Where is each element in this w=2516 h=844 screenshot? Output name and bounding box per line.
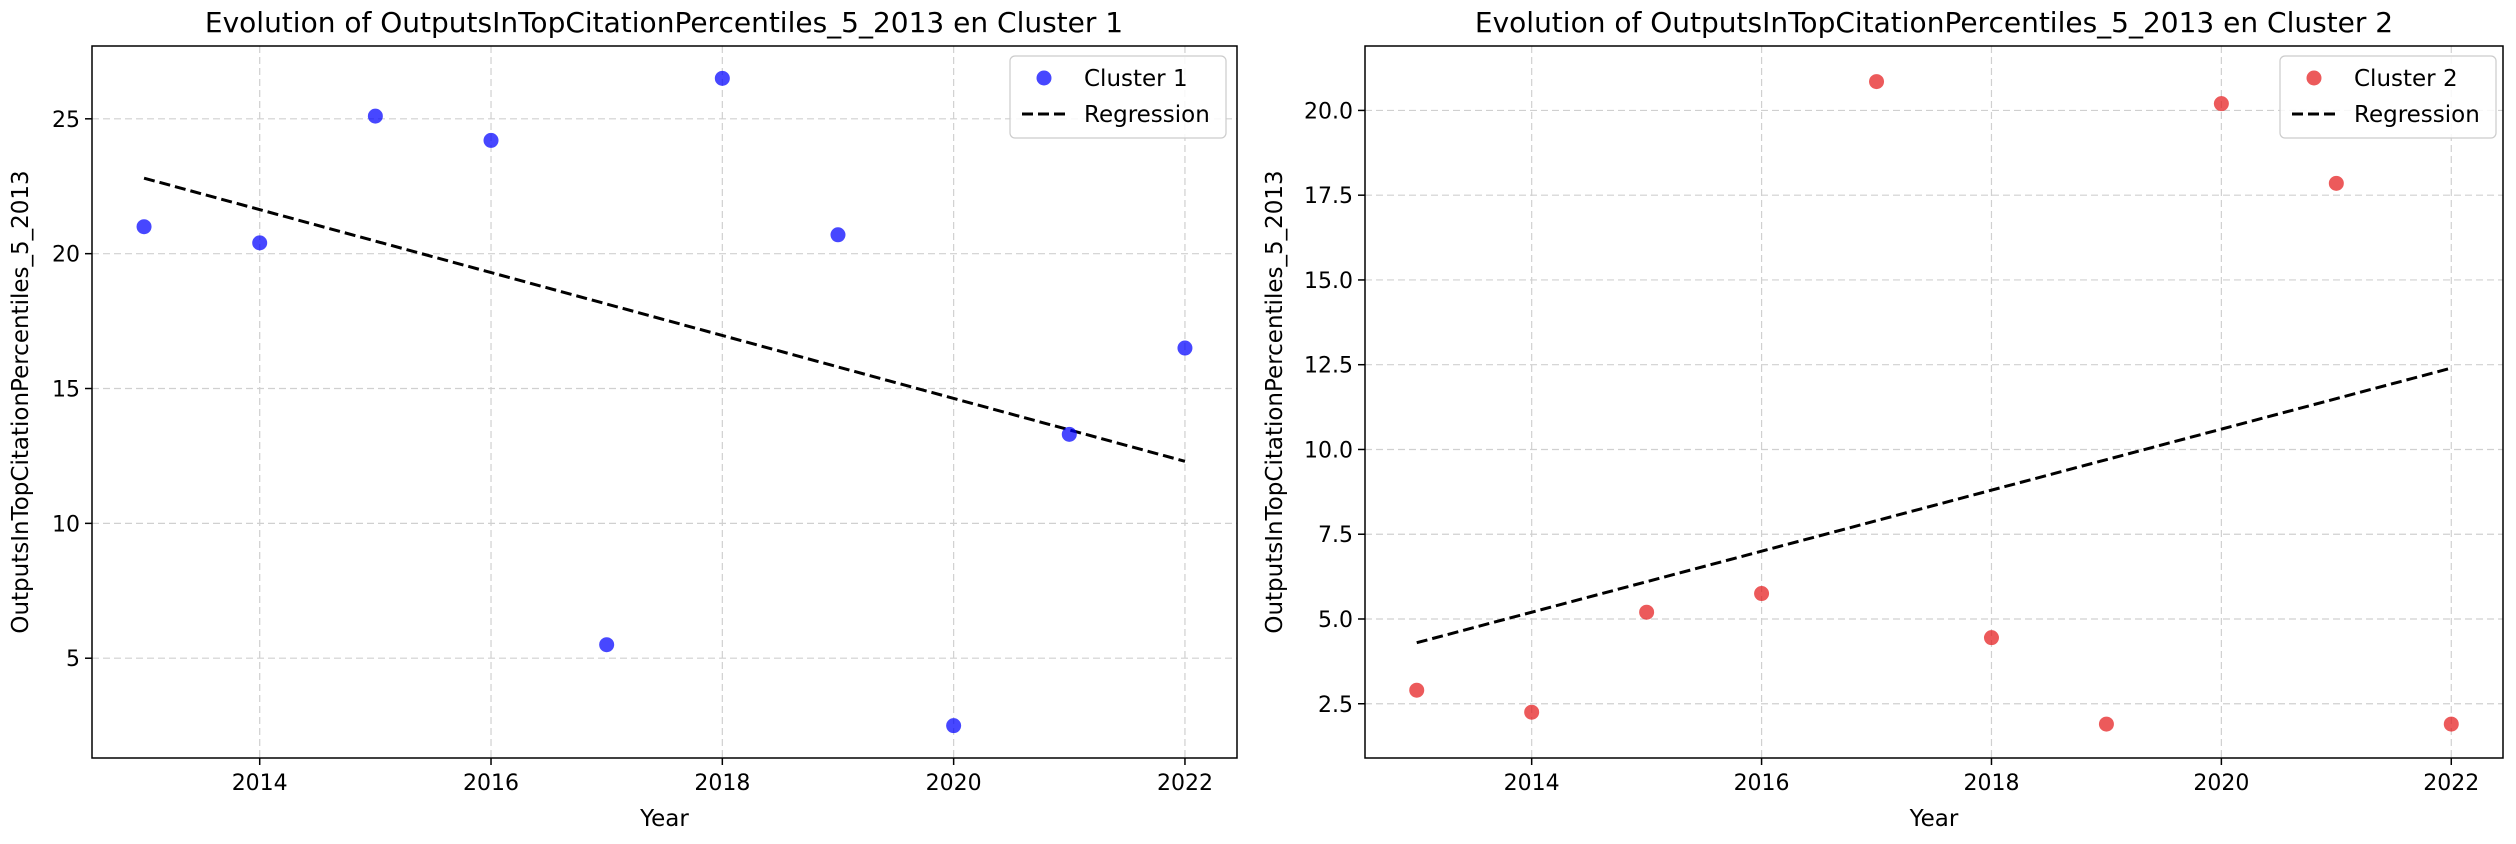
x-axis-label: Year [1909, 806, 1959, 832]
x-tick-label: 2022 [1157, 771, 1213, 796]
legend-box [1009, 55, 1227, 139]
data-point [2328, 175, 2344, 191]
chart-cluster-2: 2014 2016 2018 2020 2022 2.5 5.0 7.5 10.0 12.5 15.… [1262, 6, 2504, 832]
regression-line [143, 176, 1186, 463]
data-point [252, 235, 268, 251]
data-point [1639, 604, 1655, 620]
scatter-points [136, 70, 1193, 734]
data-point [1177, 340, 1193, 356]
legend-label-regression: Regression [2354, 102, 2480, 128]
y-axis-label: OutputsInTopCitationPercentiles_5_2013 [8, 170, 34, 633]
data-point [2098, 716, 2114, 732]
legend: Cluster 2 Regression [2279, 55, 2497, 139]
y-tick-label: 15.0 [1304, 269, 1353, 294]
scatter-points [1409, 74, 2459, 732]
data-point [599, 637, 615, 653]
x-tick-label: 2018 [1963, 771, 2019, 796]
chart-title: Evolution of OutputsInTopCitationPercent… [205, 6, 1123, 39]
legend-label-series: Cluster 1 [1084, 66, 1188, 92]
y-tick-label: 15 [52, 378, 80, 403]
x-ticks: 2014 2016 2018 2020 2022 [1504, 758, 2479, 796]
x-tick-label: 2014 [232, 771, 288, 796]
x-tick-label: 2014 [1504, 771, 1560, 796]
y-tick-label: 10 [52, 512, 80, 537]
data-point [367, 108, 383, 124]
data-point [2443, 716, 2459, 732]
data-point [136, 219, 152, 235]
data-point [1061, 426, 1077, 442]
data-point [483, 132, 499, 148]
data-point [1524, 704, 1540, 720]
legend: Cluster 1 Regression [1009, 55, 1227, 139]
grid [1365, 46, 2503, 758]
data-point [1869, 74, 1885, 90]
chart-title: Evolution of OutputsInTopCitationPercent… [1475, 6, 2393, 39]
legend-label-regression: Regression [1084, 102, 1210, 128]
y-tick-label: 17.5 [1304, 184, 1353, 209]
x-ticks: 2014 2016 2018 2020 2022 [232, 758, 1213, 796]
x-tick-label: 2016 [463, 771, 519, 796]
data-point [946, 718, 962, 734]
y-tick-label: 20.0 [1304, 99, 1353, 124]
x-tick-label: 2018 [694, 771, 750, 796]
data-point [1983, 630, 1999, 646]
axes-frame [91, 45, 1238, 759]
chart-cluster-1: 2014 2016 2018 2020 2022 5 10 15 20 25 Evolution o… [8, 6, 1238, 832]
regression-line [1416, 366, 2452, 645]
y-tick-label: 2.5 [1318, 693, 1353, 718]
x-tick-label: 2016 [1734, 771, 1790, 796]
data-point [1409, 682, 1425, 698]
y-ticks: 2.5 5.0 7.5 10.0 12.5 15.0 17.5 20.0 [1304, 99, 1365, 718]
legend-marker [2306, 70, 2322, 86]
y-tick-label: 25 [52, 108, 80, 133]
y-tick-label: 12.5 [1304, 354, 1353, 379]
y-tick-label: 20 [52, 243, 80, 268]
y-tick-label: 5.0 [1318, 608, 1353, 633]
x-tick-label: 2020 [926, 771, 982, 796]
legend-box [2279, 55, 2497, 139]
x-tick-label: 2020 [2193, 771, 2249, 796]
data-point [2213, 96, 2229, 112]
x-tick-label: 2022 [2423, 771, 2479, 796]
y-tick-label: 10.0 [1304, 438, 1353, 463]
x-axis-label: Year [639, 806, 689, 832]
legend-label-series: Cluster 2 [2354, 66, 2458, 92]
grid [92, 46, 1237, 758]
y-axis-label: OutputsInTopCitationPercentiles_5_2013 [1262, 170, 1288, 633]
data-point [714, 70, 730, 86]
y-tick-label: 5 [66, 647, 80, 672]
y-tick-label: 7.5 [1318, 523, 1353, 548]
legend-marker [1036, 70, 1052, 86]
data-point [830, 227, 846, 243]
data-point [1754, 586, 1770, 602]
y-ticks: 5 10 15 20 25 [52, 108, 92, 672]
axes-frame [1364, 45, 2504, 759]
